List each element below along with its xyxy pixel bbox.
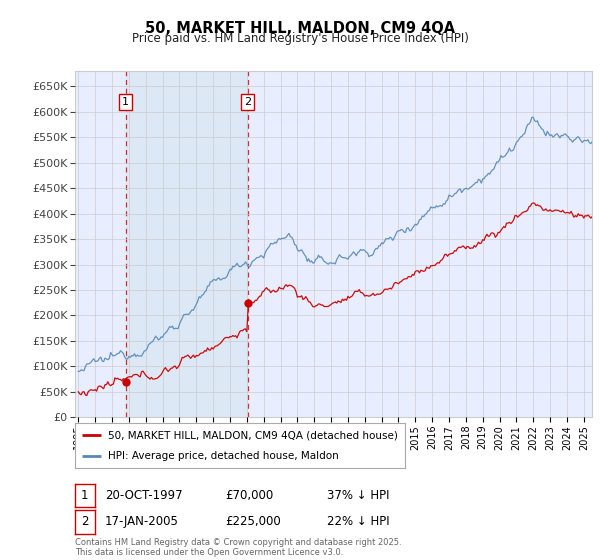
Text: Contains HM Land Registry data © Crown copyright and database right 2025.
This d: Contains HM Land Registry data © Crown c… [75, 538, 401, 557]
Text: £225,000: £225,000 [225, 515, 281, 529]
Text: 17-JAN-2005: 17-JAN-2005 [105, 515, 179, 529]
Text: 2: 2 [81, 515, 89, 529]
Text: 50, MARKET HILL, MALDON, CM9 4QA (detached house): 50, MARKET HILL, MALDON, CM9 4QA (detach… [108, 430, 398, 440]
Text: 2: 2 [244, 97, 251, 108]
Text: 20-OCT-1997: 20-OCT-1997 [105, 489, 182, 502]
Text: £70,000: £70,000 [225, 489, 273, 502]
Text: 22% ↓ HPI: 22% ↓ HPI [327, 515, 389, 529]
Bar [125, 71, 248, 417]
Text: 1: 1 [81, 489, 89, 502]
Text: HPI: Average price, detached house, Maldon: HPI: Average price, detached house, Mald… [108, 451, 339, 461]
Text: 1: 1 [122, 97, 129, 108]
Text: 37% ↓ HPI: 37% ↓ HPI [327, 489, 389, 502]
Text: 50, MARKET HILL, MALDON, CM9 4QA: 50, MARKET HILL, MALDON, CM9 4QA [145, 21, 455, 36]
Text: Price paid vs. HM Land Registry's House Price Index (HPI): Price paid vs. HM Land Registry's House … [131, 32, 469, 45]
